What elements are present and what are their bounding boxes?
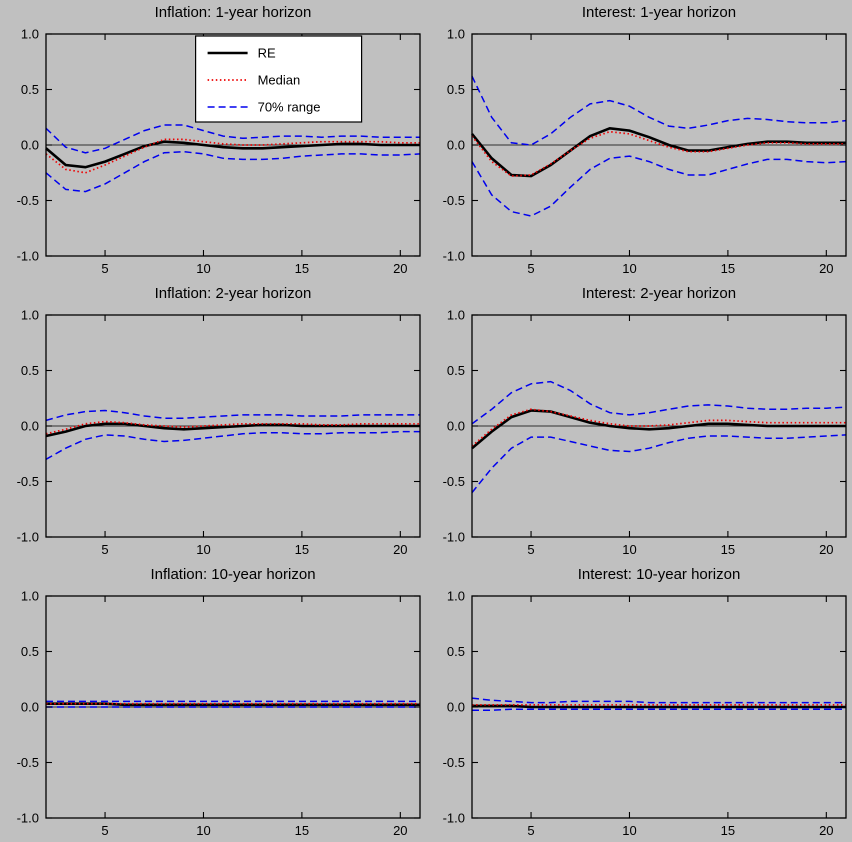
y-tick-label: -1.0 xyxy=(443,530,465,545)
x-tick-label: 15 xyxy=(295,542,309,557)
y-tick-label: 0.0 xyxy=(21,419,39,434)
y-tick-label: 1.0 xyxy=(21,27,39,42)
y-tick-label: -0.5 xyxy=(443,755,465,770)
x-tick-label: 10 xyxy=(622,542,636,557)
x-tick-label: 5 xyxy=(101,261,108,276)
series-median-line xyxy=(45,420,420,435)
y-tick-label: 0.5 xyxy=(447,82,465,97)
y-tick-label: 0.5 xyxy=(21,363,39,378)
chart-title-interest-1year: Interest: 1-year horizon xyxy=(581,4,737,21)
series-70-range-upper-line xyxy=(45,409,420,422)
y-tick-label: -1.0 xyxy=(17,811,39,826)
legend-label-median: Median xyxy=(258,73,301,88)
y-tick-label: 1.0 xyxy=(21,308,39,323)
y-tick-label: 1.0 xyxy=(447,589,465,604)
subplot-inflation-1year: Inflation: 1-year horizon -1.0 -0.5 0.0 0.5… xyxy=(0,0,426,281)
y-tick-label: 0.5 xyxy=(21,82,39,97)
y-tick-label: -1.0 xyxy=(443,249,465,264)
series-re-line xyxy=(46,702,420,707)
y-tick-label: 1.0 xyxy=(447,308,465,323)
series-median-line xyxy=(45,138,420,174)
series-70-range-upper-line xyxy=(471,697,846,704)
chart-canvas-interest-10year: -1.0 -0.5 0.0 0.5 1.0 5 10 15 20 xyxy=(443,589,847,838)
y-tick-label: 0.5 xyxy=(447,363,465,378)
x-tick-label: 5 xyxy=(101,542,108,557)
y-tick-label: -1.0 xyxy=(17,249,39,264)
series-re-line xyxy=(470,126,846,178)
x-tick-label: 5 xyxy=(527,542,534,557)
series-70-range-lower-line xyxy=(471,155,847,217)
y-tick-label: 0.0 xyxy=(21,138,39,153)
series-70-range-lower-line xyxy=(45,430,420,460)
series-70-range-upper-line xyxy=(45,124,420,154)
y-tick-label: 0.0 xyxy=(447,138,465,153)
chart-canvas-inflation-2year: -1.0 -0.5 0.0 0.5 1.0 5 10 15 20 xyxy=(17,308,421,557)
series-70-range-lower-line xyxy=(472,708,846,712)
x-tick-label: 20 xyxy=(393,823,407,838)
y-tick-label: -0.5 xyxy=(17,474,39,489)
y-tick-label: -1.0 xyxy=(443,811,465,826)
chart-title-inflation-1year: Inflation: 1-year horizon xyxy=(154,4,312,21)
x-tick-label: 10 xyxy=(196,261,210,276)
y-tick-label: -1.0 xyxy=(17,530,39,545)
y-tick-label: 0.5 xyxy=(21,644,39,659)
series-re-line xyxy=(45,422,420,438)
chart-canvas-inflation-10year: -1.0 -0.5 0.0 0.5 1.0 5 10 15 20 xyxy=(17,589,421,838)
subplot-interest-1year: Interest: 1-year horizon -1.0 -0.5 0.0 0.5 1… xyxy=(426,0,852,281)
series-median-line xyxy=(471,408,846,447)
y-tick-label: -0.5 xyxy=(17,755,39,770)
chart-canvas-interest-2year: -1.0 -0.5 0.0 0.5 1.0 5 10 15 20 xyxy=(443,308,847,557)
legend-label-70-range: 70% range xyxy=(258,100,321,115)
series-70-range-lower-line xyxy=(471,434,847,494)
x-tick-label: 5 xyxy=(527,823,534,838)
series-re-line xyxy=(471,409,846,450)
chart-title-inflation-10year: Inflation: 10-year horizon xyxy=(150,566,316,583)
x-tick-label: 5 xyxy=(101,823,108,838)
y-tick-label: 0.0 xyxy=(447,700,465,715)
x-tick-label: 15 xyxy=(295,261,309,276)
y-tick-label: -0.5 xyxy=(443,193,465,208)
subplot-inflation-10year: Inflation: 10-year horizon -1.0 -0.5 0.0 0.… xyxy=(0,562,426,842)
x-tick-label: 20 xyxy=(393,542,407,557)
x-tick-label: 10 xyxy=(622,261,636,276)
y-tick-label: 0.0 xyxy=(447,419,465,434)
y-tick-label: 1.0 xyxy=(447,27,465,42)
series-70-range-upper-line xyxy=(471,75,847,146)
chart-canvas-interest-1year: -1.0 -0.5 0.0 0.5 1.0 5 10 15 20 xyxy=(443,27,847,276)
y-tick-label: 1.0 xyxy=(21,589,39,604)
x-tick-label: 20 xyxy=(819,542,833,557)
chart-title-interest-10year: Interest: 10-year horizon xyxy=(577,566,741,583)
series-median-line xyxy=(471,130,846,177)
subplot-interest-10year: Interest: 10-year horizon -1.0 -0.5 0.0 0.5… xyxy=(426,562,852,842)
x-tick-label: 20 xyxy=(393,261,407,276)
series-70-range-lower-line xyxy=(45,150,421,193)
y-tick-label: 0.5 xyxy=(447,644,465,659)
x-tick-label: 20 xyxy=(819,823,833,838)
y-tick-label: -0.5 xyxy=(17,193,39,208)
chart-canvas-inflation-1year: -1.0 -0.5 0.0 0.5 1.0 5 10 15 20 RE Median 70% rang… xyxy=(17,27,421,276)
x-tick-label: 10 xyxy=(622,823,636,838)
x-tick-label: 15 xyxy=(721,261,735,276)
series-re-line xyxy=(45,140,420,169)
chart-title-interest-2year: Interest: 2-year horizon xyxy=(581,285,737,302)
x-tick-label: 20 xyxy=(819,261,833,276)
x-tick-label: 15 xyxy=(721,823,735,838)
chart-title-inflation-2year: Inflation: 2-year horizon xyxy=(154,285,312,302)
y-tick-label: -0.5 xyxy=(443,474,465,489)
x-tick-label: 15 xyxy=(721,542,735,557)
series-70-range-upper-line xyxy=(471,380,847,425)
subplot-inflation-2year: Inflation: 2-year horizon -1.0 -0.5 0.0 0.5… xyxy=(0,281,426,562)
x-tick-label: 10 xyxy=(196,823,210,838)
y-tick-label: 0.0 xyxy=(21,700,39,715)
subplot-interest-2year: Interest: 2-year horizon -1.0 -0.5 0.0 0.5 1… xyxy=(426,281,852,562)
x-tick-label: 10 xyxy=(196,542,210,557)
legend-label-re: RE xyxy=(258,46,276,61)
x-tick-label: 15 xyxy=(295,823,309,838)
x-tick-label: 5 xyxy=(527,261,534,276)
series-re-line xyxy=(472,704,846,709)
